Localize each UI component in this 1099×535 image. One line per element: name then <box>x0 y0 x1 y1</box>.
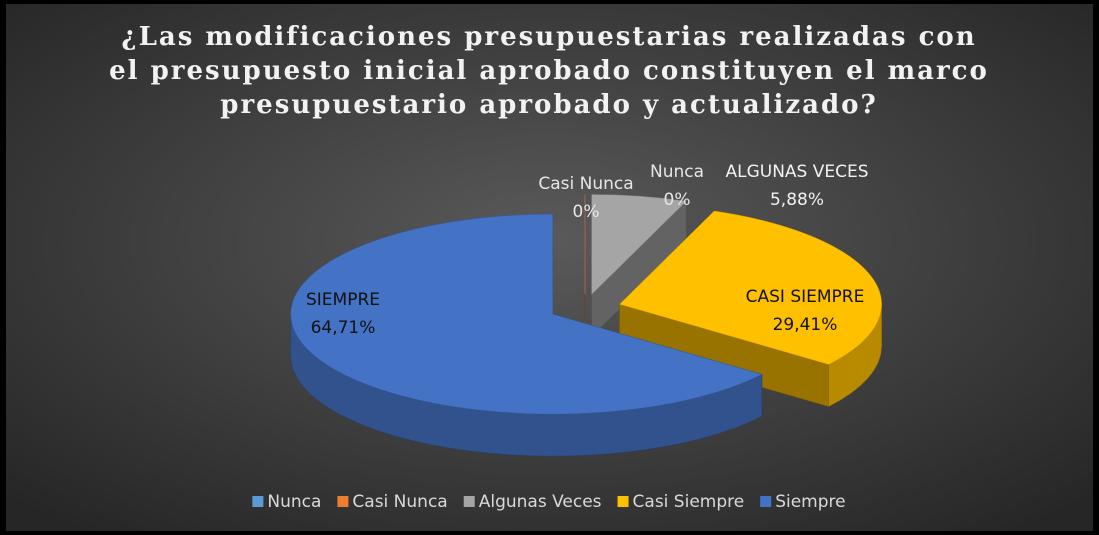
legend-swatch <box>252 496 264 507</box>
data-label: 0% <box>573 202 600 222</box>
data-label: 0% <box>664 190 691 210</box>
legend-swatch <box>337 496 349 507</box>
legend-label: Nunca <box>267 492 321 512</box>
data-label-name: Casi Nunca <box>538 174 633 194</box>
legend-label: Casi Nunca <box>352 492 447 512</box>
pie-slice <box>619 210 882 365</box>
data-label-name: Nunca <box>650 162 704 182</box>
pie-slice <box>290 213 763 415</box>
pie-slice <box>591 194 687 296</box>
legend-label: Algunas Veces <box>479 492 602 512</box>
legend-swatch <box>463 496 475 507</box>
data-label: 64,71% <box>311 318 376 338</box>
data-label-name: ALGUNAS VECES <box>725 162 868 182</box>
legend-swatch <box>760 496 772 507</box>
data-label-name: CASI SIEMPRE <box>746 287 865 307</box>
legend-label: Casi Siempre <box>633 492 745 512</box>
legend-swatch <box>617 496 629 507</box>
chart-title: presupuestario aprobado y actualizado? <box>220 90 877 120</box>
data-label: 29,41% <box>773 315 838 335</box>
chart-title: el presupuesto inicial aprobado constitu… <box>109 56 989 86</box>
data-label: 5,88% <box>770 190 824 210</box>
chart-title: ¿Las modificaciones presupuestarias real… <box>121 22 976 52</box>
legend-label: Siempre <box>775 492 845 512</box>
data-label-name: SIEMPRE <box>306 290 380 310</box>
